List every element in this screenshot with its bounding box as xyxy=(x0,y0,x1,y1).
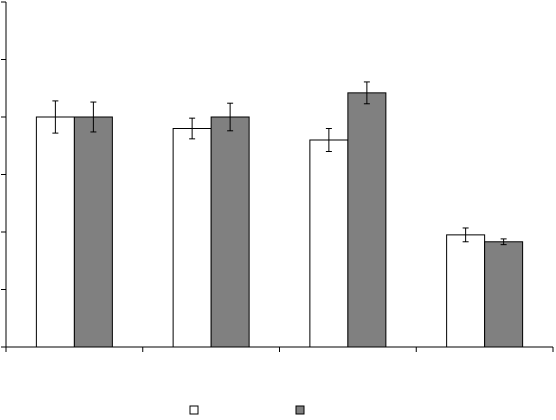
legend xyxy=(189,405,305,415)
bar xyxy=(172,128,212,348)
bar xyxy=(35,116,75,348)
bar xyxy=(73,116,113,348)
bar xyxy=(446,234,486,348)
bar xyxy=(484,241,524,348)
error-bars xyxy=(52,81,507,246)
bar xyxy=(347,92,387,348)
legend-swatch xyxy=(295,405,305,415)
bar xyxy=(210,116,250,348)
bars xyxy=(35,92,524,348)
legend-swatch xyxy=(189,405,199,415)
bar xyxy=(309,139,349,348)
